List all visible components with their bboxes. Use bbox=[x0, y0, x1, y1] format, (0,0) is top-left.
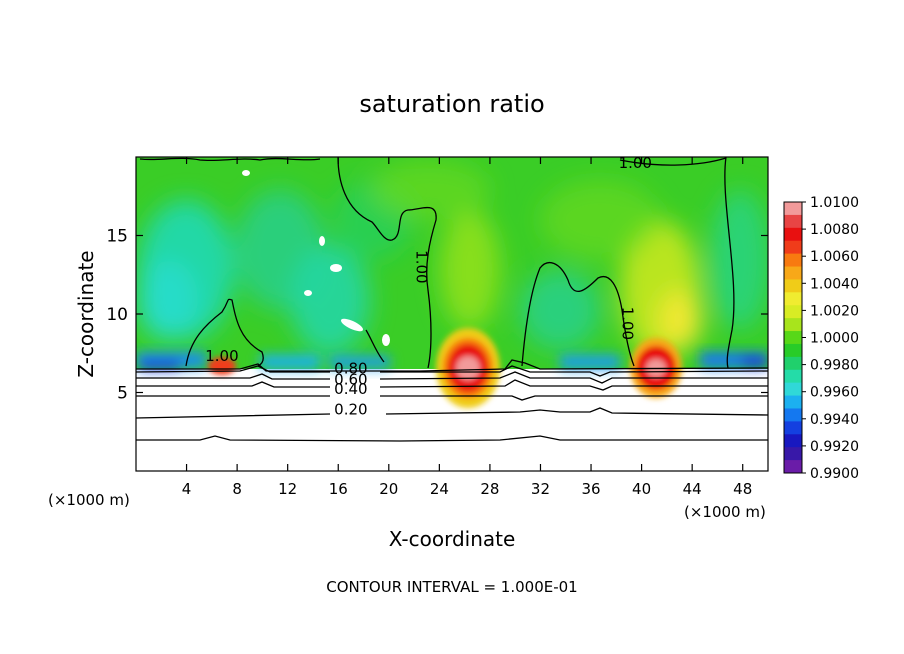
colorbar-label: 1.0020 bbox=[810, 303, 859, 319]
colorbar-label: 1.0060 bbox=[810, 249, 859, 265]
x-tick-label: 48 bbox=[733, 480, 752, 498]
colorbar-swatch bbox=[784, 395, 802, 409]
y-tick-label: 15 bbox=[106, 227, 128, 247]
contour-1-00-top bbox=[619, 157, 727, 166]
y-axis-label: Z-coordinate bbox=[74, 250, 98, 377]
contour-low bbox=[136, 435, 768, 442]
colorbar-swatch bbox=[784, 305, 802, 319]
x-tick-label: 32 bbox=[531, 480, 550, 498]
contour-label: 1.00 bbox=[205, 347, 238, 365]
colorbar-swatch bbox=[784, 408, 802, 422]
contour-top-noise bbox=[139, 157, 321, 162]
contour-label: 0.80 bbox=[334, 360, 367, 378]
colorbar-label: 1.0100 bbox=[810, 195, 859, 211]
colorbar-swatch bbox=[784, 202, 802, 216]
contour-lines bbox=[136, 157, 768, 442]
colorbar-swatch bbox=[784, 279, 802, 293]
colorbar-swatch bbox=[784, 214, 802, 229]
colorbar-label: 1.0040 bbox=[810, 276, 859, 292]
colorbar-swatch bbox=[784, 356, 802, 371]
colorbar-swatch bbox=[784, 266, 802, 280]
contour-1-00-left bbox=[185, 298, 264, 367]
colorbar-swatch bbox=[784, 447, 802, 461]
colorbar-swatch bbox=[784, 343, 802, 358]
y-axis-ticks: 5 10 15 bbox=[106, 227, 768, 404]
x-unit-right: (×1000 m) bbox=[684, 503, 766, 521]
x-tick-label: 40 bbox=[632, 480, 651, 498]
colorbar-label: 1.0000 bbox=[810, 331, 859, 347]
x-tick-label: 8 bbox=[232, 480, 242, 498]
colorbar-label: 0.9900 bbox=[810, 466, 859, 482]
field-fill bbox=[136, 157, 768, 408]
x-tick-label: 44 bbox=[683, 480, 702, 498]
colorbar-swatch bbox=[784, 434, 802, 448]
y-tick-label: 10 bbox=[106, 305, 128, 325]
contour-0-20 bbox=[136, 407, 768, 419]
contour-label: 1.00 bbox=[619, 154, 652, 172]
contour-label: 0.60 bbox=[334, 371, 367, 389]
y-tick-label: 5 bbox=[117, 384, 128, 404]
colorbar-label: 0.9920 bbox=[810, 439, 859, 455]
colorbar-label: 0.9940 bbox=[810, 412, 859, 428]
colorbar-swatch bbox=[784, 318, 802, 332]
x-tick-label: 24 bbox=[430, 480, 449, 498]
colorbar-swatch bbox=[784, 253, 802, 268]
contour-label: 0.20 bbox=[334, 400, 367, 418]
colorbar-swatch bbox=[784, 227, 802, 242]
contour-label: 1.00 bbox=[413, 250, 431, 283]
x-tick-label: 12 bbox=[278, 480, 297, 498]
contour-0-40 bbox=[136, 379, 768, 391]
contour-interval-footer: CONTOUR INTERVAL = 1.000E-01 bbox=[326, 578, 577, 596]
x-tick-label: 36 bbox=[581, 480, 600, 498]
colorbar-swatch bbox=[784, 382, 802, 397]
contour-extra-1 bbox=[136, 395, 768, 401]
contour-1-00-right bbox=[521, 262, 635, 367]
x-tick-label: 4 bbox=[182, 480, 192, 498]
colorbar-label: 1.0080 bbox=[810, 222, 859, 238]
colorbar-swatch bbox=[784, 292, 802, 306]
contour-label: 0.40 bbox=[334, 380, 367, 398]
contour-label: 1.00 bbox=[619, 307, 637, 340]
contour-surface bbox=[136, 359, 768, 372]
colorbar-swatch bbox=[784, 240, 802, 255]
chart-title: saturation ratio bbox=[359, 90, 544, 118]
contour-0-60 bbox=[136, 371, 768, 384]
contour-1-00-spike bbox=[365, 329, 385, 363]
contour-1-00-far-right bbox=[724, 157, 735, 369]
x-tick-label: 16 bbox=[329, 480, 348, 498]
x-axis-label: X-coordinate bbox=[389, 527, 516, 551]
colorbar-label: 0.9960 bbox=[810, 385, 859, 401]
colorbar-label: 0.9980 bbox=[810, 358, 859, 374]
x-tick-label: 28 bbox=[480, 480, 499, 498]
colorbar-swatch bbox=[784, 460, 802, 474]
colorbar-swatch bbox=[784, 369, 802, 384]
x-axis-ticks: 4 8 12 16 20 24 28 32 36 40 44 48 bbox=[182, 157, 752, 498]
x-tick-label: 20 bbox=[379, 480, 398, 498]
plot-area: 1.00 1.00 1.00 1.00 0.800.600.40 0.20 bbox=[136, 154, 768, 471]
x-unit-left: (×1000 m) bbox=[48, 491, 130, 509]
contour-1-00-center bbox=[337, 157, 437, 369]
colorbar: 1.0100 1.0080 1.0060 1.0040 1.0020 1.0000 0.99… bbox=[783, 195, 859, 482]
colorbar-swatch bbox=[784, 331, 802, 345]
contour-labels: 1.00 1.00 1.00 1.00 0.800.600.40 0.20 bbox=[205, 154, 652, 418]
colorbar-swatch bbox=[784, 421, 802, 435]
